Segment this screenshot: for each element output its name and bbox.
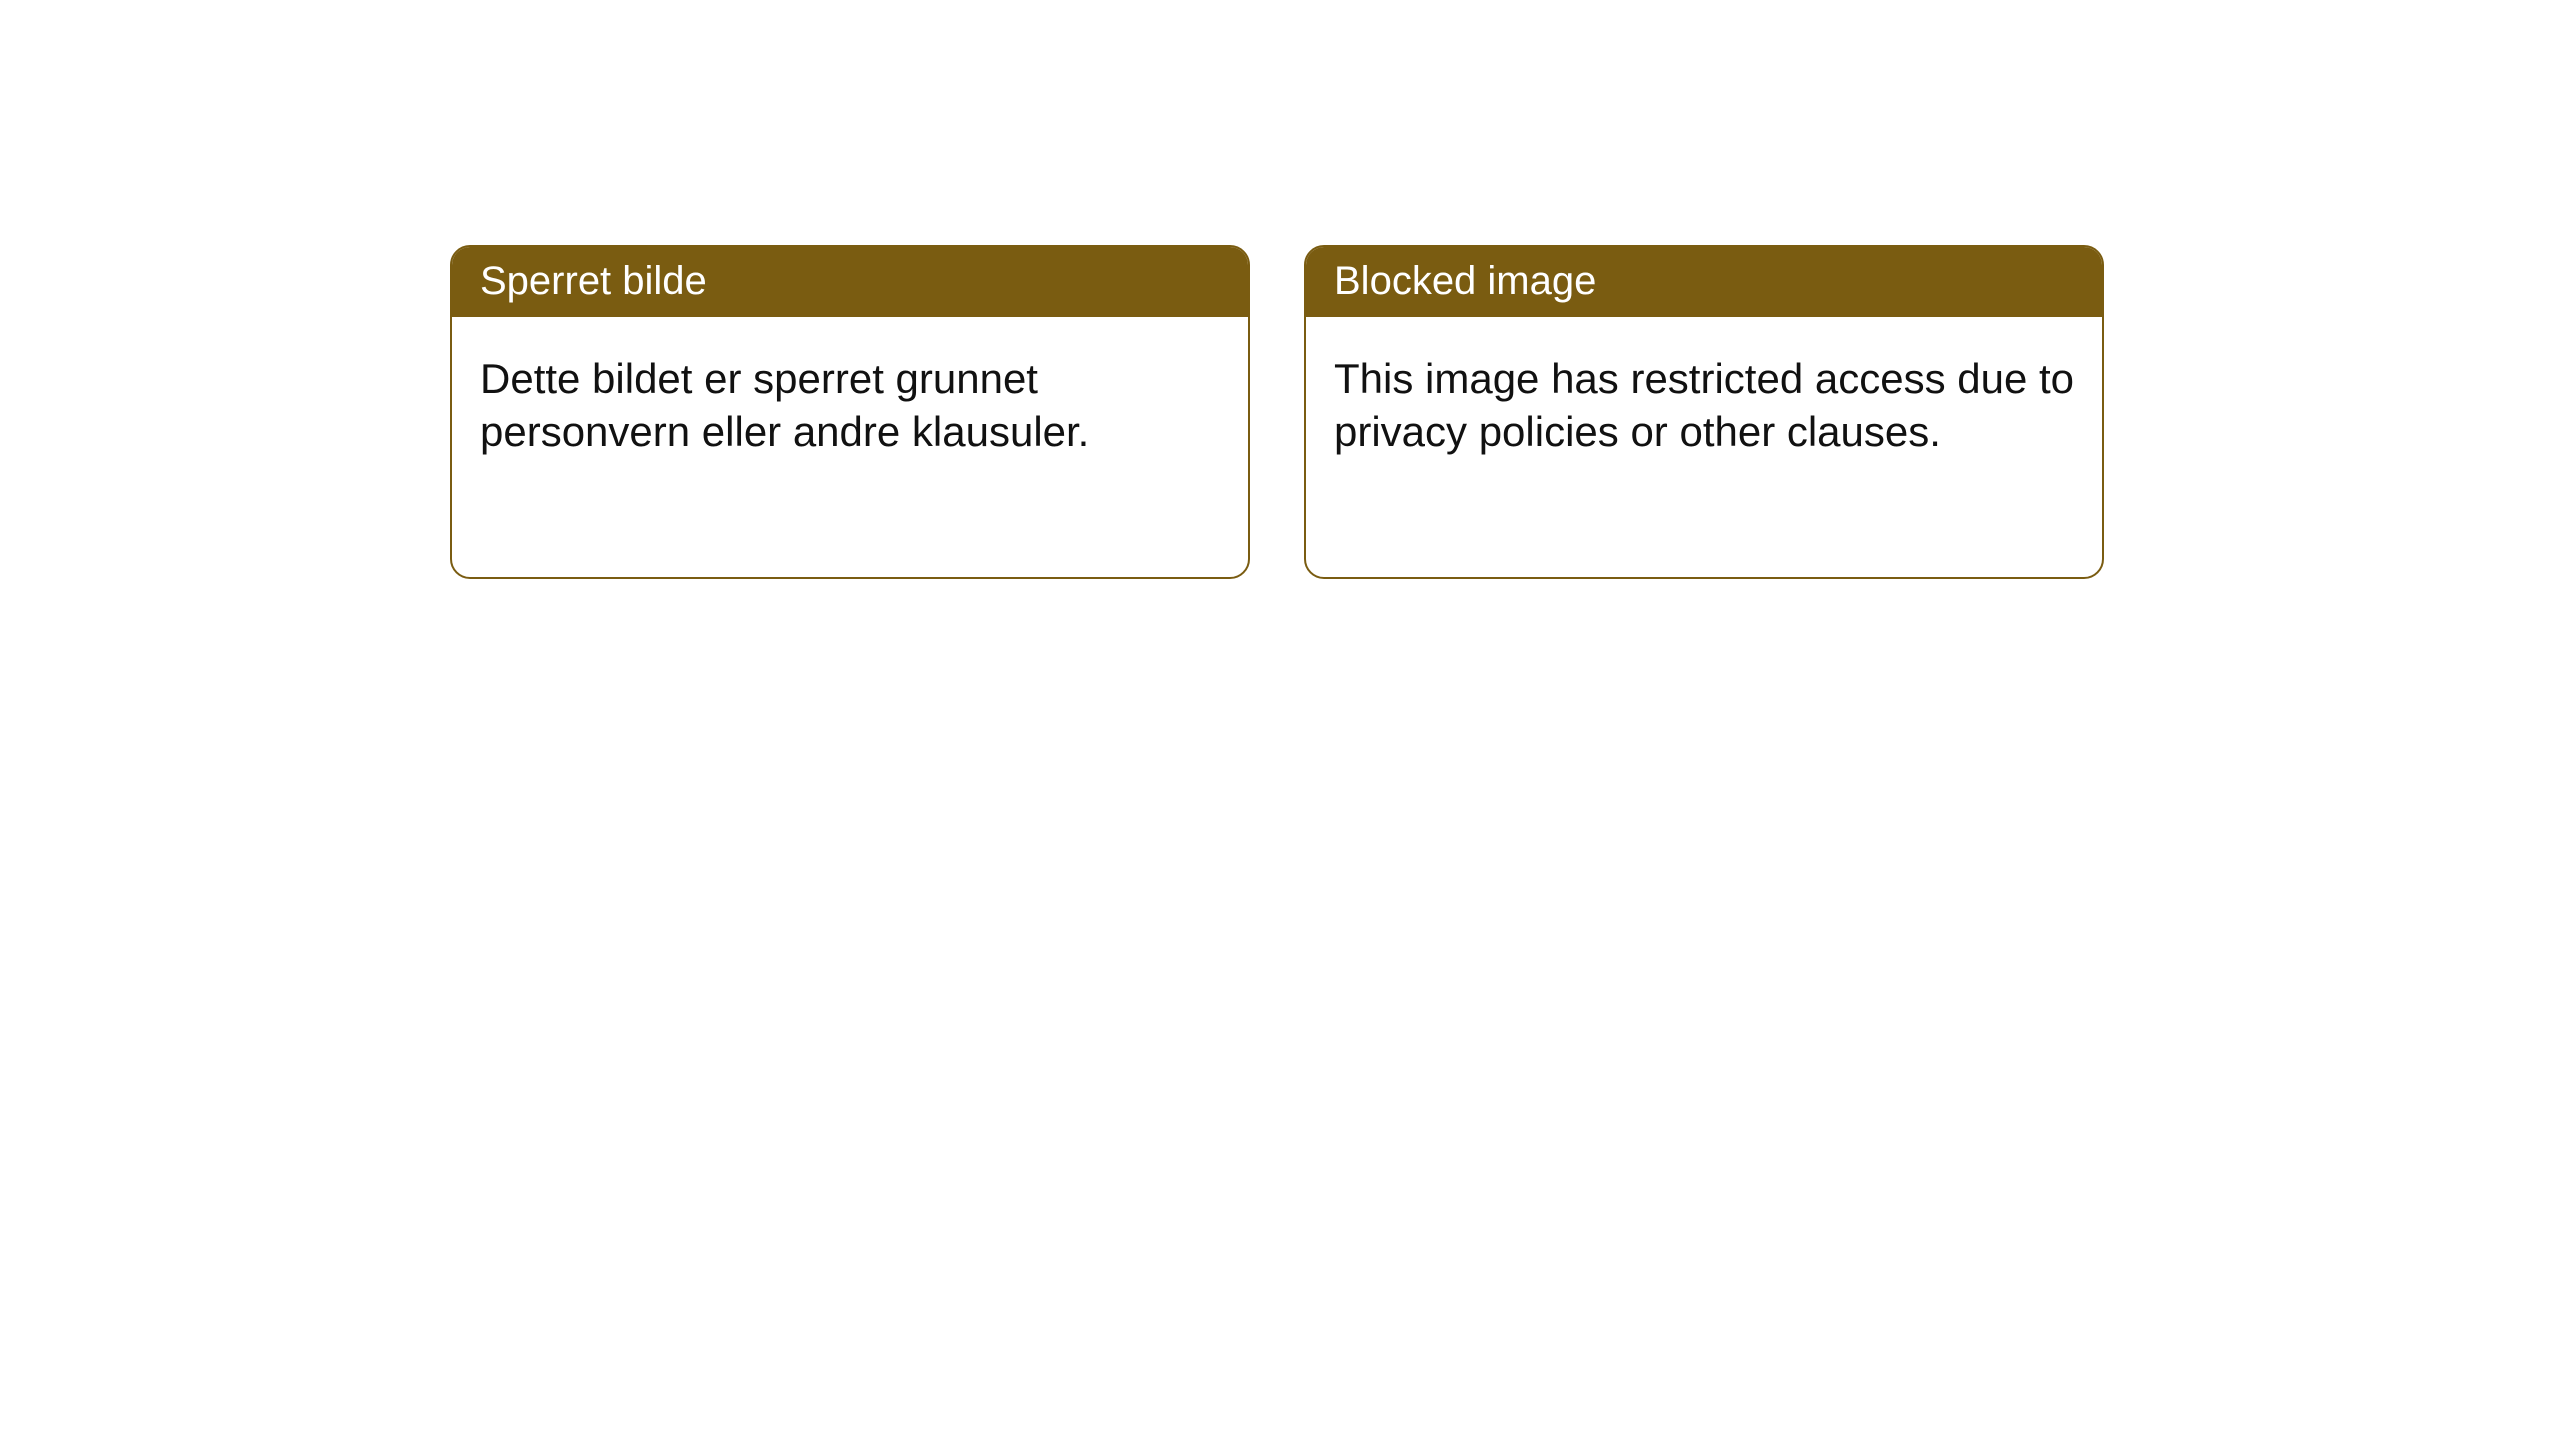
notice-header: Blocked image (1306, 247, 2102, 317)
notice-card-norwegian: Sperret bilde Dette bildet er sperret gr… (450, 245, 1250, 579)
notice-body: Dette bildet er sperret grunnet personve… (452, 317, 1248, 494)
notice-header: Sperret bilde (452, 247, 1248, 317)
notice-body: This image has restricted access due to … (1306, 317, 2102, 494)
notice-container: Sperret bilde Dette bildet er sperret gr… (450, 245, 2104, 579)
notice-card-english: Blocked image This image has restricted … (1304, 245, 2104, 579)
